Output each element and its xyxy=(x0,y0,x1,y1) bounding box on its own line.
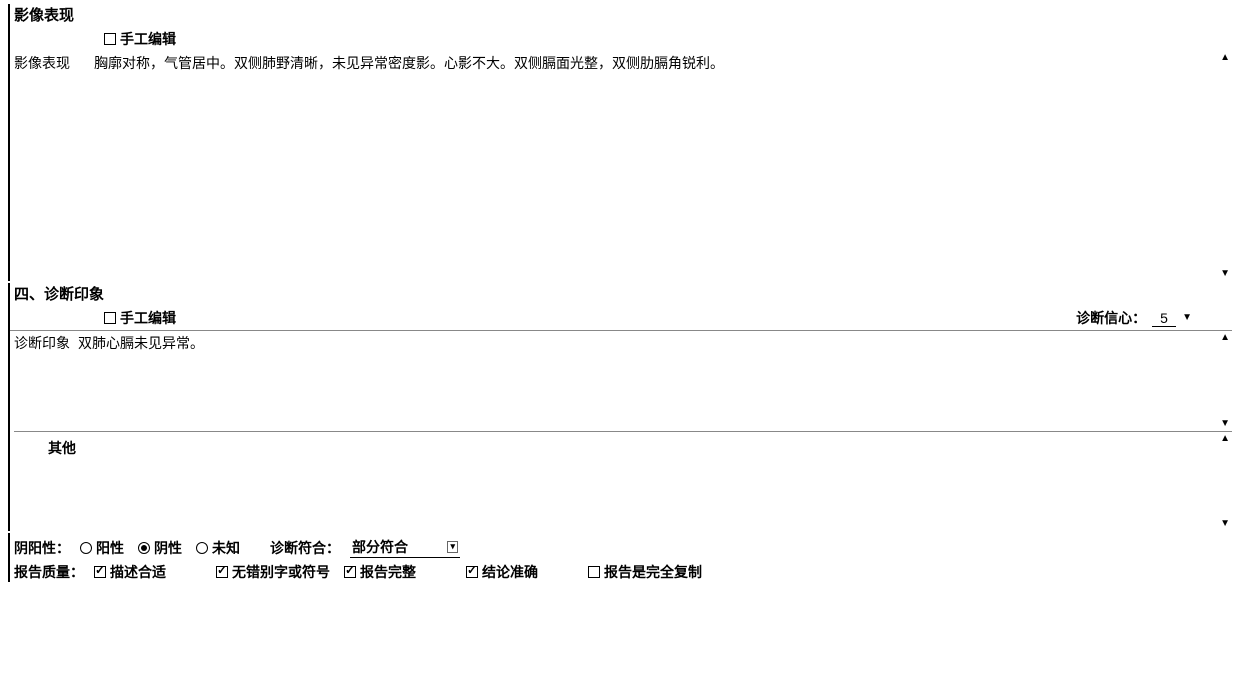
imaging-title: 影像表现 xyxy=(14,4,1232,25)
checkbox-icon xyxy=(588,566,600,578)
polarity-option-unknown[interactable]: 未知 xyxy=(196,538,240,558)
scroll-up-icon[interactable]: ▲ xyxy=(1220,53,1230,63)
confidence-group: 诊断信心： 5 ▼ xyxy=(1076,308,1232,328)
checkbox-icon xyxy=(104,312,116,324)
checkbox-icon xyxy=(344,566,356,578)
match-combobox[interactable]: 部分符合 ▾ xyxy=(350,537,460,558)
scroll-down-icon[interactable]: ▼ xyxy=(1220,419,1230,429)
radio-icon xyxy=(196,542,208,554)
polarity-option-positive[interactable]: 阳性 xyxy=(80,538,124,558)
impression-section: 四、诊断印象 手工编辑 诊断信心： 5 ▼ 诊断印象 双肺心膈未见异常。 ▲ ▼… xyxy=(8,283,1232,531)
confidence-label: 诊断信心： xyxy=(1076,308,1146,328)
quality-check-group: 描述合适 无错别字或符号 报告完整 结论准确 报告是完全复制 xyxy=(94,562,702,582)
confidence-value[interactable]: 5 xyxy=(1152,310,1176,327)
imaging-manual-edit-label: 手工编辑 xyxy=(120,29,176,49)
polarity-row: 阴阳性： 阳性 阴性 未知 诊断符合： 部分符合 ▾ xyxy=(14,537,1232,558)
imaging-section: 影像表现 手工编辑 影像表现 胸廓对称，气管居中。双侧肺野清晰，未见异常密度影。… xyxy=(8,4,1232,281)
impression-manual-edit-row: 手工编辑 诊断信心： 5 ▼ xyxy=(14,308,1232,328)
imaging-manual-edit-row: 手工编辑 xyxy=(14,29,1232,49)
scroll-up-icon[interactable]: ▲ xyxy=(1220,333,1230,343)
other-label: 其他 xyxy=(14,432,1212,458)
match-label: 诊断符合： xyxy=(270,538,340,558)
dropdown-icon[interactable]: ▼ xyxy=(1182,313,1192,323)
scroll-down-icon[interactable]: ▼ xyxy=(1220,519,1230,529)
impression-manual-edit-label: 手工编辑 xyxy=(120,308,176,328)
radio-icon xyxy=(138,542,150,554)
imaging-text-area: 影像表现 胸廓对称，气管居中。双侧肺野清晰，未见异常密度影。心影不大。双侧膈面光… xyxy=(14,51,1232,281)
polarity-option-negative[interactable]: 阴性 xyxy=(138,538,182,558)
quality-check-is-copy[interactable]: 报告是完全复制 xyxy=(588,562,702,582)
quality-check-no-typo[interactable]: 无错别字或符号 xyxy=(216,562,330,582)
quality-check-complete[interactable]: 报告完整 xyxy=(344,562,416,582)
quality-check-correct[interactable]: 结论准确 xyxy=(466,562,538,582)
impression-manual-edit-checkbox[interactable]: 手工编辑 xyxy=(104,308,176,328)
checkbox-icon xyxy=(94,566,106,578)
checkbox-icon xyxy=(216,566,228,578)
quality-check-described[interactable]: 描述合适 xyxy=(94,562,166,582)
bottom-rows: 阴阳性： 阳性 阴性 未知 诊断符合： 部分符合 ▾ 报告质量： xyxy=(8,533,1232,582)
scroll-down-icon[interactable]: ▼ xyxy=(1220,269,1230,279)
imaging-content-text[interactable]: 胸廓对称，气管居中。双侧肺野清晰，未见异常密度影。心影不大。双侧膈面光整，双侧肋… xyxy=(94,53,724,73)
quality-label: 报告质量： xyxy=(14,562,84,582)
scroll-up-icon[interactable]: ▲ xyxy=(1220,434,1230,444)
impression-text-area: 诊断印象 双肺心膈未见异常。 ▲ ▼ xyxy=(14,331,1232,431)
impression-title: 四、诊断印象 xyxy=(14,283,1232,304)
checkbox-icon xyxy=(104,33,116,45)
imaging-content-label: 影像表现 xyxy=(14,53,70,73)
imaging-manual-edit-checkbox[interactable]: 手工编辑 xyxy=(104,29,176,49)
other-text-area: 其他 ▲ ▼ xyxy=(14,431,1232,531)
radio-icon xyxy=(80,542,92,554)
match-value: 部分符合 xyxy=(352,537,408,557)
impression-content-text[interactable]: 双肺心膈未见异常。 xyxy=(78,333,204,353)
checkbox-icon xyxy=(466,566,478,578)
impression-content-label: 诊断印象 xyxy=(14,333,70,353)
quality-row: 报告质量： 描述合适 无错别字或符号 报告完整 结论准确 报告是完全复制 xyxy=(14,562,1232,582)
polarity-label: 阴阳性： xyxy=(14,538,70,558)
dropdown-icon: ▾ xyxy=(447,541,458,553)
polarity-radio-group: 阳性 阴性 未知 xyxy=(80,538,240,558)
